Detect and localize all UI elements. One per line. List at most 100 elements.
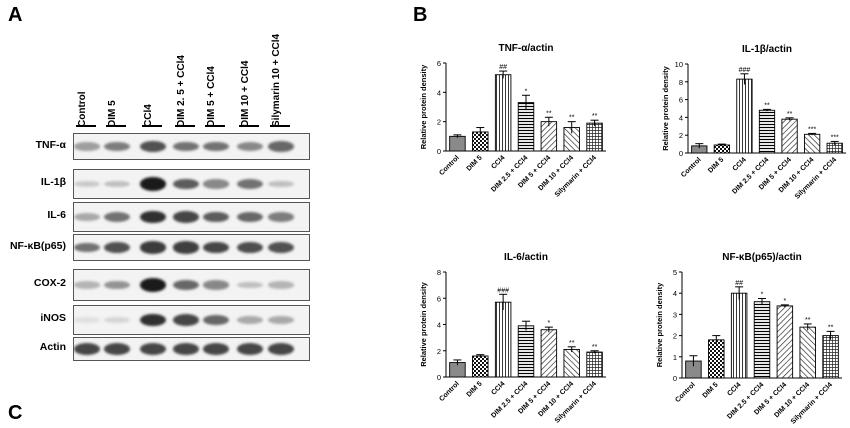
chart-group: NF-κB(p65)/actin Relative protein density… [655,252,842,426]
bar [517,325,535,378]
lane-underline [270,125,290,127]
y-axis-label: Relative protein density [419,64,428,149]
blot-band [203,314,229,326]
panel-letter-c: C [8,402,23,424]
bar [586,351,603,378]
y-tick-label: 4 [673,289,677,298]
blot-band [268,141,294,152]
blot-band [268,241,294,254]
blot-band [173,141,199,152]
lane-underline [142,125,162,127]
significance-mark: ** [805,317,811,324]
bar [776,305,794,379]
y-tick-label: 6 [437,294,441,303]
x-category-label: DIM 5 [702,381,720,399]
y-axis-label: Relative protein density [655,282,664,367]
bar [730,292,748,379]
blot-band [74,180,100,188]
blot-band [173,279,199,291]
significance-mark: ## [499,64,507,71]
bar [822,335,839,379]
chart-title: TNF-α/actin [498,43,553,54]
x-category-label: Silymarin + CCl4 [554,380,598,424]
lane-underline [175,125,195,127]
x-category-label: Control [438,154,461,177]
blot-band [140,210,166,224]
x-category-label: DIM 5 [466,154,484,172]
blot-band [268,316,294,324]
blot-strip [73,337,310,361]
chart-title: IL-1β/actin [742,44,792,55]
significance-mark: *** [808,126,816,133]
bar [494,74,512,152]
blot-band [237,343,263,355]
significance-mark: ### [739,67,751,74]
blot-band [237,211,263,223]
x-category-label: Control [680,156,703,179]
bar [753,301,771,379]
significance-mark: ** [787,111,793,118]
blot-band [74,213,100,221]
y-tick-label: 10 [675,60,683,69]
blot-band [237,141,263,152]
chart-title: NF-κB(p65)/actin [722,252,801,263]
x-category-label: CCl4 [726,381,742,397]
y-tick-label: 0 [679,149,683,158]
blot-band [203,343,229,355]
x-category-label: CCl4 [490,380,506,396]
blot-row-label: Actin [39,341,66,353]
blot-band [104,343,130,355]
significance-mark: ** [569,340,575,347]
blot-band [104,212,130,222]
bar [494,301,512,378]
significance-mark: * [525,88,528,95]
significance-mark: * [547,320,550,327]
blot-row-label: NF-κB(p65) [9,239,66,252]
y-tick-label: 3 [673,310,677,319]
blot-band [140,241,166,254]
blot-band [140,140,166,153]
blot-band [104,280,130,290]
blot-band [237,179,263,189]
blot-band [203,141,229,152]
significance-mark: ** [592,113,598,120]
significance-mark: * [761,292,764,299]
bar [736,78,753,154]
blot-band [237,281,263,289]
y-tick-label: 0 [437,373,441,382]
blot-band [173,241,199,254]
blot-band [203,280,229,290]
chart-group: TNF-α/actin Relative protein density 0 2 4 6 C… [419,43,606,199]
y-tick-label: 8 [679,78,683,87]
blot-row-label: IL-1β [40,176,66,188]
blot-strip [73,269,310,301]
blot-band [268,281,294,289]
blot-row-label: IL-6 [47,209,66,221]
blot-strip [73,305,310,335]
significance-mark: ### [497,287,509,294]
y-tick-label: 5 [673,268,677,277]
chart-title: IL-6/actin [504,252,548,263]
blot-band [268,343,294,355]
blot-band [237,316,263,324]
blot-band [203,211,229,223]
bar [472,355,489,378]
significance-mark: *** [831,134,839,141]
blot-band [74,281,100,289]
lane-underline [205,125,225,127]
significance-mark: ** [764,102,770,109]
x-category-label: Control [674,381,697,404]
blot-band [74,317,100,323]
y-axis-label: Relative protein density [661,65,670,150]
bar [563,348,580,378]
bar [781,118,798,154]
x-category-label: DIM 5 [707,156,725,174]
x-category-label: Silymarin + CCl4 [790,381,834,425]
significance-mark: ** [569,115,575,122]
blot-band [173,314,199,326]
y-tick-label: 2 [673,332,677,341]
bar [804,133,821,154]
lane-underline [106,125,126,127]
blot-strip [73,202,310,232]
panel-letter-b: B [413,4,428,26]
